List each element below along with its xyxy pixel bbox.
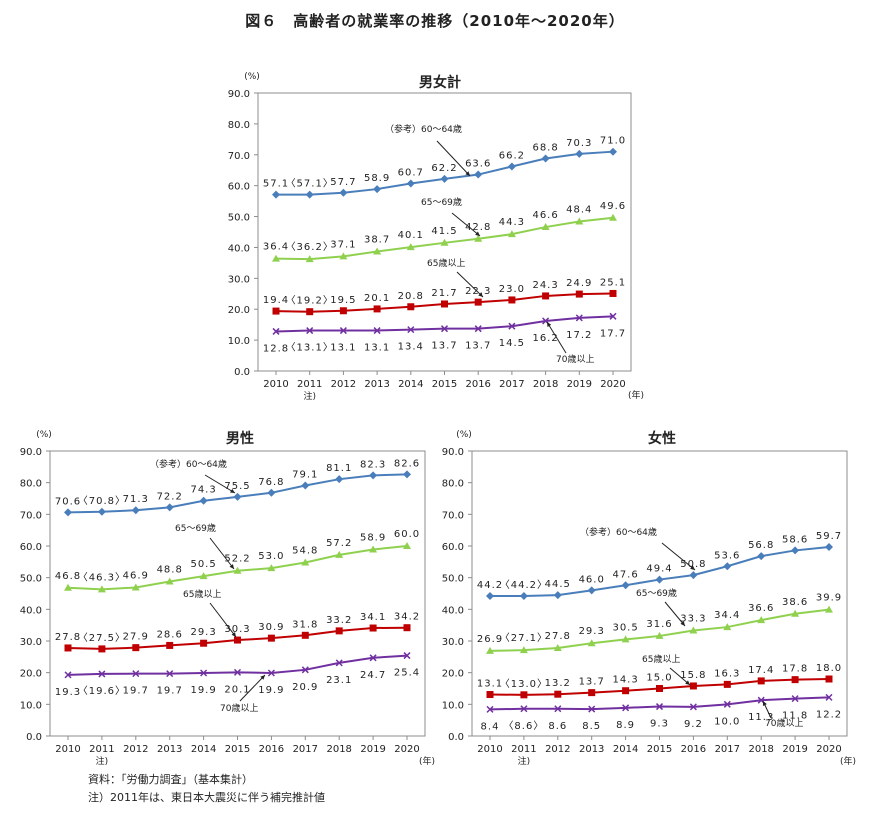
data-label-female-3: 8.4 <box>481 721 500 732</box>
annotation-note: 注）2011年は、東日本大震災に伴う補完推計値 <box>88 789 325 805</box>
y-axis-unit-female: (%) <box>456 430 472 440</box>
data-label-female-1: 30.5 <box>612 622 638 633</box>
data-label-female-1: 34.4 <box>714 610 740 621</box>
y-tick-label-female: 0.0 <box>448 732 464 743</box>
x-tick-label-female: 2014 <box>613 744 638 755</box>
data-label-female-1: 〈27.1〉 <box>500 632 548 644</box>
data-point-female-2 <box>487 691 494 698</box>
data-point-female-2 <box>622 687 629 694</box>
data-label-female-1: 29.3 <box>579 626 605 637</box>
y-tick-label-female: 40.0 <box>442 605 464 616</box>
y-tick-label-female: 20.0 <box>442 669 464 680</box>
series-callout-female-1: 65～69歳 <box>636 587 677 599</box>
series-callout-female-2: 65歳以上 <box>642 653 680 665</box>
x-axis-unit-female: (年) <box>840 755 856 767</box>
data-label-female-2: 15.8 <box>680 670 706 681</box>
data-point-female-2 <box>826 676 833 683</box>
data-label-female-2: 14.3 <box>612 675 638 686</box>
data-label-female-2: 17.4 <box>748 665 774 676</box>
x-tick-note-female: 注) <box>518 755 531 767</box>
x-tick-label-female: 2015 <box>647 744 672 755</box>
y-tick-label-female: 10.0 <box>442 700 464 711</box>
x-tick-label-female: 2017 <box>715 744 740 755</box>
x-tick-label-female: 2010 <box>477 744 502 755</box>
data-label-female-3: 8.6 <box>548 721 567 732</box>
data-label-female-3: 8.5 <box>582 721 601 732</box>
x-tick-label-female: 2016 <box>681 744 706 755</box>
x-tick-label-female: 2020 <box>816 744 841 755</box>
data-label-female-1: 38.6 <box>782 597 808 608</box>
data-label-female-1: 39.9 <box>816 593 842 604</box>
data-label-female-1: 31.6 <box>646 619 672 630</box>
data-point-female-2 <box>656 685 663 692</box>
y-tick-label-female: 80.0 <box>442 479 464 490</box>
data-label-female-1: 27.8 <box>545 631 571 642</box>
y-tick-label-female: 30.0 <box>442 637 464 648</box>
chart-svg-female: 0.0 10.0 20.0 30.0 40.0 50.0 60.0 70.0 80.0 90.0 (… <box>0 0 870 819</box>
data-point-female-2 <box>724 681 731 688</box>
y-tick-label-female: 90.0 <box>442 447 464 458</box>
data-point-female-2 <box>690 682 697 689</box>
data-label-female-3: 9.2 <box>684 719 703 730</box>
data-label-female-0: 53.6 <box>714 550 740 561</box>
y-tick-label-female: 50.0 <box>442 574 464 585</box>
x-tick-label-female: 2011 <box>511 744 536 755</box>
data-point-female-2 <box>554 691 561 698</box>
data-label-female-2: 〈13.0〉 <box>500 678 548 690</box>
data-label-female-0: 46.0 <box>579 574 605 585</box>
source-note: 資料：「労働力調査」（基本集計） <box>88 771 253 787</box>
x-tick-label-female: 2012 <box>545 744 570 755</box>
data-label-female-2: 15.0 <box>646 673 672 684</box>
data-label-female-3: 〈8.6〉 <box>503 720 544 732</box>
data-label-female-2: 13.2 <box>545 678 571 689</box>
chart-female: 女性 0.0 10.0 20.0 30.0 40.0 50.0 60.0 70.0 80.0 90… <box>0 0 870 819</box>
data-label-female-0: 49.4 <box>646 564 672 575</box>
data-label-female-3: 12.2 <box>816 709 842 720</box>
data-label-female-0: 47.6 <box>612 569 638 580</box>
x-tick-label-female: 2013 <box>579 744 604 755</box>
x-tick-label-female: 2018 <box>748 744 773 755</box>
data-label-female-1: 36.6 <box>748 603 774 614</box>
y-tick-label-female: 60.0 <box>442 542 464 553</box>
data-label-female-3: 8.9 <box>616 720 635 731</box>
y-tick-label-female: 70.0 <box>442 510 464 521</box>
x-tick-label-female: 2019 <box>782 744 807 755</box>
data-label-female-0: 〈44.2〉 <box>500 579 548 591</box>
data-label-female-2: 13.7 <box>579 677 605 688</box>
data-label-female-0: 58.6 <box>782 534 808 545</box>
data-label-female-3: 9.3 <box>650 719 669 730</box>
data-point-female-2 <box>520 691 527 698</box>
data-label-female-0: 44.5 <box>545 579 571 590</box>
data-label-female-0: 56.8 <box>748 540 774 551</box>
data-point-female-2 <box>588 689 595 696</box>
data-label-female-2: 18.0 <box>816 663 842 674</box>
series-callout-female-0: （参考）60～64歳 <box>580 526 657 538</box>
data-label-female-3: 10.0 <box>714 716 740 727</box>
series-callout-female-3: 70歳以上 <box>765 717 803 729</box>
data-point-female-2 <box>792 676 799 683</box>
data-label-female-0: 59.7 <box>816 531 842 542</box>
data-label-female-2: 17.8 <box>782 664 808 675</box>
data-label-female-2: 16.3 <box>714 668 740 679</box>
data-point-female-2 <box>758 677 765 684</box>
